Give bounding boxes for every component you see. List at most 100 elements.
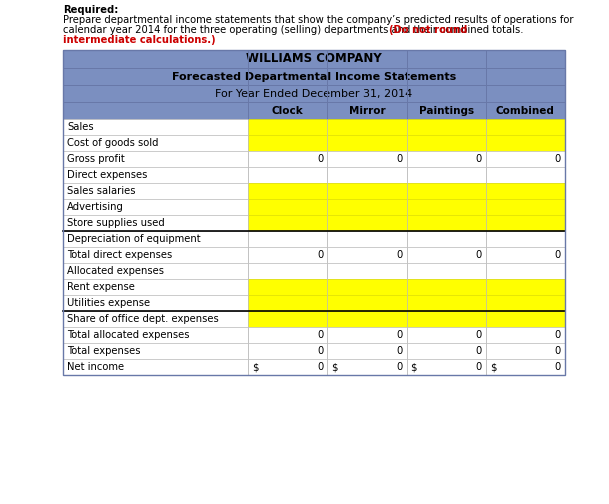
Bar xyxy=(63,263,248,279)
Text: Cost of goods sold: Cost of goods sold xyxy=(67,138,158,148)
Bar xyxy=(63,279,248,295)
Text: $: $ xyxy=(252,362,258,372)
Bar xyxy=(486,135,565,151)
Bar xyxy=(248,119,327,135)
Text: Mirror: Mirror xyxy=(348,105,385,115)
Text: $: $ xyxy=(490,362,496,372)
Bar xyxy=(248,151,327,167)
Text: Net income: Net income xyxy=(67,362,124,372)
Text: intermediate calculations.): intermediate calculations.) xyxy=(63,35,216,45)
Text: 0: 0 xyxy=(317,346,323,356)
Bar xyxy=(63,135,248,151)
Text: Forecasted Departmental Income Statements: Forecasted Departmental Income Statement… xyxy=(172,72,456,82)
Text: 0: 0 xyxy=(476,346,482,356)
Text: calendar year 2014 for the three operating (selling) departments and their combi: calendar year 2014 for the three operati… xyxy=(63,25,527,35)
Bar xyxy=(486,231,565,247)
Text: 0: 0 xyxy=(476,330,482,340)
Bar xyxy=(406,247,486,263)
Bar xyxy=(248,183,327,199)
Bar xyxy=(63,199,248,215)
Bar xyxy=(486,167,565,183)
Bar xyxy=(248,215,327,231)
Text: 0: 0 xyxy=(396,154,403,164)
Text: 0: 0 xyxy=(396,250,403,260)
Text: 0: 0 xyxy=(476,250,482,260)
Bar xyxy=(486,311,565,327)
Bar xyxy=(63,327,248,343)
Text: Total allocated expenses: Total allocated expenses xyxy=(67,330,189,340)
Bar xyxy=(406,119,486,135)
Bar xyxy=(63,183,248,199)
Text: For Year Ended December 31, 2014: For Year Ended December 31, 2014 xyxy=(216,89,413,98)
Bar xyxy=(406,199,486,215)
Bar xyxy=(486,119,565,135)
Bar xyxy=(406,343,486,359)
Text: 0: 0 xyxy=(396,330,403,340)
Text: WILLIAMS COMPANY: WILLIAMS COMPANY xyxy=(246,52,382,66)
Bar xyxy=(327,295,406,311)
Bar xyxy=(248,231,327,247)
Bar xyxy=(486,215,565,231)
Bar xyxy=(63,119,248,135)
Text: Clock: Clock xyxy=(272,105,303,115)
Text: $: $ xyxy=(331,362,338,372)
Bar xyxy=(406,151,486,167)
Bar xyxy=(248,359,327,375)
Text: Allocated expenses: Allocated expenses xyxy=(67,266,164,276)
Text: Prepare departmental income statements that show the company’s predicted results: Prepare departmental income statements t… xyxy=(63,15,574,25)
Text: 0: 0 xyxy=(317,330,323,340)
Bar xyxy=(63,50,565,375)
Text: Rent expense: Rent expense xyxy=(67,282,135,292)
Bar xyxy=(406,327,486,343)
Bar xyxy=(406,167,486,183)
Bar xyxy=(327,247,406,263)
Bar xyxy=(63,231,248,247)
Bar xyxy=(327,343,406,359)
Text: Paintings: Paintings xyxy=(418,105,474,115)
Text: Total expenses: Total expenses xyxy=(67,346,141,356)
Text: 0: 0 xyxy=(555,154,561,164)
Bar xyxy=(327,183,406,199)
Text: Share of office dept. expenses: Share of office dept. expenses xyxy=(67,314,219,324)
Bar xyxy=(248,247,327,263)
Bar xyxy=(248,327,327,343)
Text: 0: 0 xyxy=(476,154,482,164)
Bar xyxy=(63,102,565,119)
Bar xyxy=(327,215,406,231)
Bar xyxy=(248,135,327,151)
Bar xyxy=(486,295,565,311)
Bar xyxy=(327,359,406,375)
Bar xyxy=(248,295,327,311)
Bar xyxy=(248,279,327,295)
Bar xyxy=(486,263,565,279)
Bar xyxy=(406,135,486,151)
Bar xyxy=(327,263,406,279)
Bar xyxy=(327,119,406,135)
Bar xyxy=(248,263,327,279)
Text: 0: 0 xyxy=(317,154,323,164)
Bar xyxy=(406,359,486,375)
Bar xyxy=(406,295,486,311)
Bar xyxy=(248,311,327,327)
Bar xyxy=(486,279,565,295)
Text: Direct expenses: Direct expenses xyxy=(67,170,147,180)
Bar xyxy=(486,183,565,199)
Bar xyxy=(63,295,248,311)
Bar xyxy=(63,247,248,263)
Bar xyxy=(63,343,248,359)
Text: Gross profit: Gross profit xyxy=(67,154,125,164)
Text: 0: 0 xyxy=(396,362,403,372)
Bar xyxy=(63,359,248,375)
Text: Sales salaries: Sales salaries xyxy=(67,186,135,196)
Bar xyxy=(327,327,406,343)
Text: 0: 0 xyxy=(555,362,561,372)
Bar xyxy=(406,215,486,231)
Text: Advertising: Advertising xyxy=(67,202,124,212)
Text: (Do not round: (Do not round xyxy=(389,25,467,35)
Bar xyxy=(406,263,486,279)
Bar xyxy=(63,68,565,85)
Bar xyxy=(327,135,406,151)
Text: Store supplies used: Store supplies used xyxy=(67,218,165,228)
Bar xyxy=(63,50,565,68)
Text: 0: 0 xyxy=(317,250,323,260)
